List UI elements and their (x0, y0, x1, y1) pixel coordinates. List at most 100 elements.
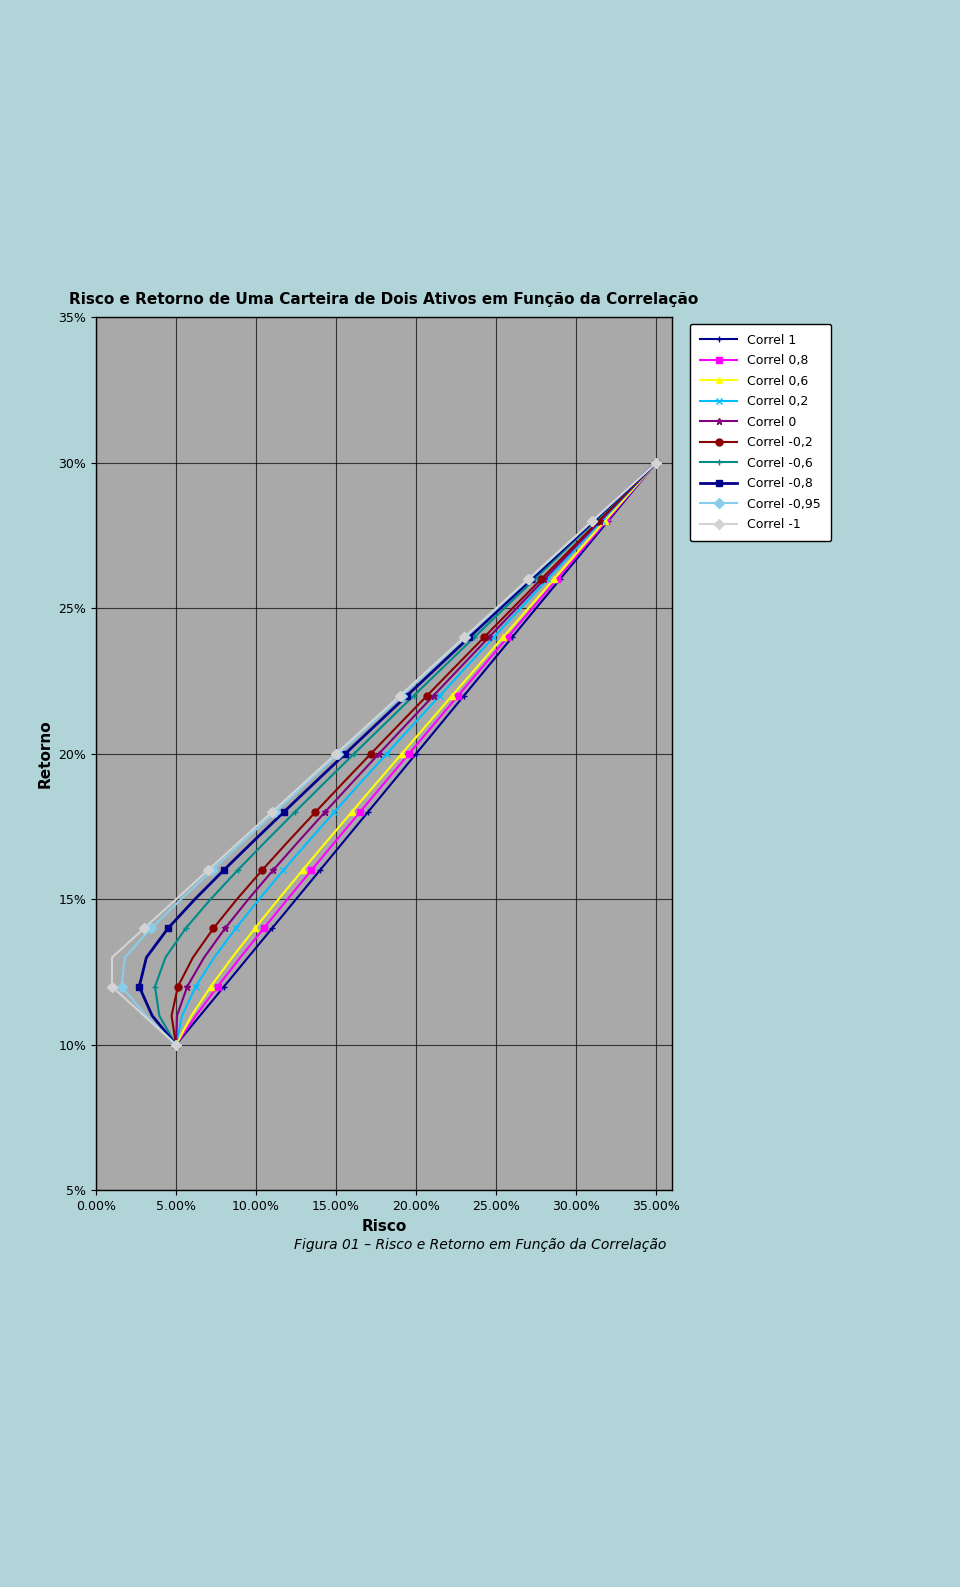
Correl 0,2 (177, 1006, 188, 1025)
Correl -0,8 (248, 832, 259, 851)
Correl 0,6 (185, 1006, 197, 1025)
Correl -0,95 (238, 832, 250, 851)
Correl -1 (107, 947, 118, 966)
Correl -0,6 (159, 947, 171, 966)
Correl -1 (618, 482, 630, 501)
Correl 1 (554, 570, 565, 589)
Correl -0,2 (256, 860, 268, 879)
Correl -0,6 (468, 628, 480, 647)
Correl 0,6 (446, 686, 458, 705)
Line: Correl -0,2: Correl -0,2 (168, 459, 660, 1049)
Correl 0,8 (452, 686, 464, 705)
Correl 1 (218, 978, 229, 997)
Correl 0,6 (227, 947, 238, 966)
Correl -0,8 (170, 1035, 181, 1054)
Correl 0 (594, 511, 606, 530)
Correl -1 (107, 978, 118, 997)
Correl -0,95 (206, 860, 218, 879)
Correl 0,2 (381, 744, 393, 763)
Correl 0 (650, 454, 661, 473)
Correl -0,2 (650, 454, 661, 473)
Correl 0 (483, 628, 494, 647)
Correl -0,8 (309, 773, 321, 792)
Correl 0,6 (522, 598, 534, 617)
Correl -0,95 (555, 541, 566, 560)
Correl -1 (138, 919, 150, 938)
Correl -0,2 (231, 890, 243, 909)
Correl -0,95 (650, 454, 661, 473)
Correl 0,8 (354, 803, 366, 822)
Correl 0,8 (650, 454, 661, 473)
Correl 0,6 (650, 454, 661, 473)
Correl 0,6 (204, 978, 216, 997)
Correl -0,2 (621, 482, 633, 501)
Correl -0,8 (494, 598, 506, 617)
Correl -1 (266, 803, 277, 822)
Correl 0,6 (497, 628, 509, 647)
Correl 0,2 (488, 628, 499, 647)
Correl 0,6 (371, 773, 382, 792)
Correl 1 (650, 454, 661, 473)
Line: Correl 1: Correl 1 (173, 459, 660, 1049)
Correl -1 (587, 511, 598, 530)
Correl -1 (362, 716, 373, 735)
Correl -1 (330, 744, 342, 763)
Correl -0,8 (371, 716, 382, 735)
Correl -1 (458, 628, 469, 647)
Line: Correl 0,2: Correl 0,2 (173, 459, 660, 1049)
Correl -0,95 (116, 978, 128, 997)
X-axis label: Risco: Risco (361, 1219, 407, 1233)
Correl 0 (243, 890, 254, 909)
Correl -1 (203, 860, 214, 879)
Correl -0,95 (460, 628, 471, 647)
Correl 0 (346, 773, 357, 792)
Line: Correl -0,6: Correl -0,6 (152, 459, 660, 1049)
Correl -0,2 (507, 598, 518, 617)
Correl -0,95 (119, 947, 131, 966)
Correl -0,95 (396, 686, 408, 705)
Correl -1 (299, 773, 310, 792)
Correl -0,6 (620, 482, 632, 501)
Correl 0,8 (258, 919, 270, 938)
Correl 0,8 (170, 1035, 181, 1054)
Correl 0 (219, 919, 230, 938)
Correl -0,2 (536, 570, 547, 589)
Correl -0,8 (133, 978, 145, 997)
Correl 0,2 (208, 947, 220, 966)
Correl 0,8 (502, 628, 514, 647)
Correl 0,8 (212, 978, 224, 997)
Correl -0,2 (166, 1006, 178, 1025)
Line: Correl -1: Correl -1 (108, 459, 660, 1049)
Correl -0,2 (421, 686, 433, 705)
Correl -0,8 (278, 803, 290, 822)
Correl -0,6 (180, 919, 191, 938)
Correl -0,6 (149, 978, 160, 997)
Correl 1 (458, 686, 469, 705)
Correl 0,2 (407, 716, 419, 735)
Correl -0,6 (529, 570, 540, 589)
Legend: Correl 1, Correl 0,8, Correl 0,6, Correl 0,2, Correl 0, Correl -0,2, Correl -0,6: Correl 1, Correl 0,8, Correl 0,6, Correl… (690, 324, 831, 541)
Correl -0,2 (282, 832, 294, 851)
Correl 1 (266, 919, 277, 938)
Correl -0,2 (207, 919, 219, 938)
Correl 0,6 (297, 860, 308, 879)
Correl -0,2 (310, 803, 322, 822)
Correl 0 (622, 482, 634, 501)
Correl 0,6 (346, 803, 357, 822)
Correl 0,2 (461, 657, 472, 676)
Correl -0,6 (438, 657, 449, 676)
Correl -0,6 (204, 890, 216, 909)
Correl -0,8 (218, 860, 229, 879)
Correl 0,2 (568, 541, 580, 560)
Correl 0,6 (170, 1035, 181, 1054)
Correl 1 (386, 773, 397, 792)
Correl 0,6 (249, 919, 260, 938)
Correl 1 (434, 716, 445, 735)
Correl -0,2 (172, 978, 183, 997)
Correl 1 (194, 1006, 205, 1025)
Correl 0,6 (599, 511, 611, 530)
Correl 0 (170, 1035, 181, 1054)
Correl 0,8 (330, 832, 342, 851)
Correl -1 (170, 890, 181, 909)
Correl 0,6 (548, 570, 560, 589)
